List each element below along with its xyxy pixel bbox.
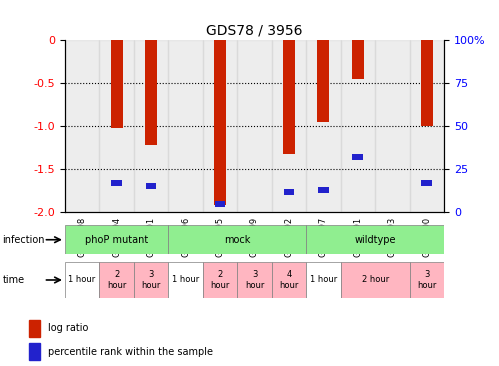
Text: 2
hour: 2 hour [107, 270, 126, 290]
Bar [99, 40, 134, 212]
Bar [111, 180, 122, 186]
Text: 3
hour: 3 hour [141, 270, 161, 290]
Bar [168, 40, 203, 212]
Text: 1 hour: 1 hour [68, 276, 96, 284]
Bar [306, 40, 341, 212]
Bar [65, 40, 99, 212]
FancyBboxPatch shape [168, 225, 306, 254]
FancyBboxPatch shape [65, 262, 99, 298]
Bar [422, 180, 432, 186]
Bar [410, 40, 444, 212]
Bar [375, 40, 410, 212]
FancyBboxPatch shape [272, 262, 306, 298]
FancyBboxPatch shape [203, 262, 237, 298]
Text: 3
hour: 3 hour [417, 270, 437, 290]
Bar [29, 343, 40, 361]
Text: 4
hour: 4 hour [279, 270, 299, 290]
Bar [341, 40, 375, 212]
FancyBboxPatch shape [134, 262, 168, 298]
FancyBboxPatch shape [237, 262, 272, 298]
Bar [352, 154, 363, 160]
Title: GDS78 / 3956: GDS78 / 3956 [206, 24, 303, 38]
Bar [352, 40, 364, 79]
Text: 1 hour: 1 hour [310, 276, 337, 284]
Bar [214, 40, 226, 205]
Bar [111, 40, 123, 128]
Text: log ratio: log ratio [48, 323, 88, 333]
FancyBboxPatch shape [65, 225, 168, 254]
FancyBboxPatch shape [99, 262, 134, 298]
Bar [145, 40, 157, 145]
Text: percentile rank within the sample: percentile rank within the sample [48, 347, 213, 357]
Bar [203, 40, 237, 212]
Bar [317, 40, 329, 122]
Text: time: time [2, 275, 24, 285]
Text: 1 hour: 1 hour [172, 276, 199, 284]
Text: infection: infection [2, 235, 45, 245]
Bar [272, 40, 306, 212]
Bar [237, 40, 272, 212]
FancyBboxPatch shape [341, 262, 410, 298]
Bar [283, 40, 295, 154]
Text: phoP mutant: phoP mutant [85, 235, 148, 245]
Bar [134, 40, 168, 212]
Text: wildtype: wildtype [354, 235, 396, 245]
Bar [215, 201, 226, 207]
Bar [146, 183, 157, 190]
FancyBboxPatch shape [306, 225, 444, 254]
Bar [421, 40, 433, 126]
FancyBboxPatch shape [168, 262, 203, 298]
FancyBboxPatch shape [306, 262, 341, 298]
Bar [283, 188, 294, 195]
Bar [29, 320, 40, 337]
Text: mock: mock [224, 235, 250, 245]
Text: 2
hour: 2 hour [210, 270, 230, 290]
Text: 3
hour: 3 hour [245, 270, 264, 290]
FancyBboxPatch shape [410, 262, 444, 298]
Text: 2 hour: 2 hour [362, 276, 389, 284]
Bar [318, 187, 329, 193]
